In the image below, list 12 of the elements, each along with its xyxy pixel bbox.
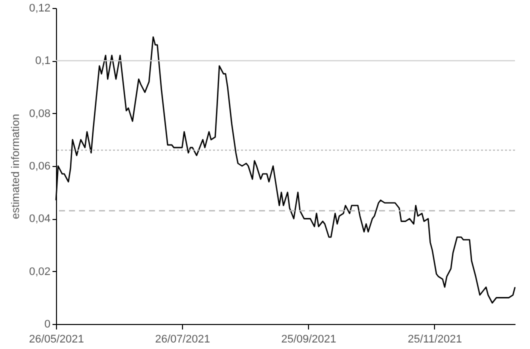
y-tick-label: 0: [44, 318, 50, 330]
x-tick-label: 26/05/2021: [28, 334, 84, 346]
x-tick-label: 25/09/2021: [281, 334, 336, 346]
y-tick-label: 0,1: [35, 55, 50, 68]
x-tick-label: 25/11/2021: [408, 334, 462, 346]
x-tick-label: 26/07/2021: [155, 334, 210, 346]
y-tick-label: 0,12: [29, 2, 50, 14]
y-tick-label: 0,08: [29, 108, 50, 120]
y-tick-label: 0,02: [29, 266, 50, 278]
y-axis-title: estimated information: [10, 114, 22, 220]
y-tick-label: 0,06: [29, 160, 50, 172]
y-tick-label: 0,04: [29, 213, 50, 226]
